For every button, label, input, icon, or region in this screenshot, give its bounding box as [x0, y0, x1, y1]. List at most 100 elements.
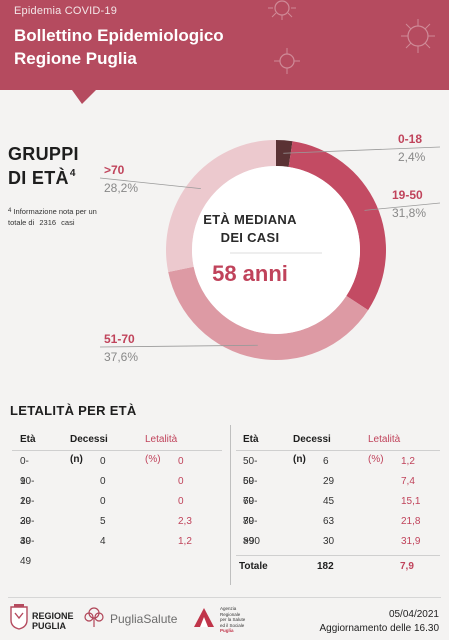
- header-deaths: Decessi (n): [70, 434, 108, 465]
- rate-cell: 0: [178, 456, 184, 467]
- lethality-title: LETALITÀ PER ETÀ: [10, 403, 137, 418]
- median-age-label-line1: ETÀ MEDIANA: [203, 212, 297, 227]
- deaths-cell: 4: [100, 536, 106, 547]
- leader-line-19-50: [364, 202, 441, 211]
- age-groups-title-line1: GRUPPI: [8, 144, 79, 164]
- ares-line1: Agenzia: [220, 606, 237, 611]
- segment-label-0-18: 0-18: [398, 132, 423, 146]
- rate-cell: 21,8: [401, 516, 421, 527]
- segment-label-19-50: 19-50: [392, 188, 423, 202]
- puglia-salute-a: Puglia: [110, 612, 144, 626]
- leader-line-0-18: [283, 146, 441, 154]
- deaths-cell: 30: [323, 536, 335, 547]
- age-cell: 70-79: [243, 496, 258, 527]
- segment-label-51-70: 51-70: [104, 332, 135, 346]
- donut-slice-over-70: [165, 140, 276, 272]
- total-rate: 7,9: [400, 561, 414, 572]
- ares-line3: per la Salute: [220, 617, 246, 622]
- header-deaths: Decessi (n): [293, 434, 331, 465]
- bulletin-title-line2: Regione Puglia: [14, 49, 137, 68]
- donut-slice-19-50: [288, 141, 386, 311]
- table-divider: [12, 450, 222, 451]
- age-groups-title-line2: DI ETÀ4: [8, 166, 79, 194]
- total-divider: [236, 555, 440, 556]
- table-vertical-divider: [230, 425, 231, 585]
- rate-cell: 1,2: [401, 456, 415, 467]
- ares-logo-icon: [194, 608, 214, 627]
- total-label: Totale: [239, 561, 268, 572]
- donut-center: [192, 166, 360, 334]
- age-cell: 20-29: [20, 496, 35, 527]
- footnote-total: 2316: [39, 218, 57, 227]
- ares-line5: Puglia: [220, 628, 234, 633]
- ares-line4: ed il Sociale: [220, 622, 245, 628]
- rate-cell: 7,4: [401, 476, 415, 487]
- header-banner: Epidemia COVID-19 Bollettino Epidemiolog…: [0, 0, 449, 120]
- deaths-cell: 0: [100, 476, 106, 487]
- table-divider: [236, 450, 440, 451]
- lethality-table-left: Età Decessi (n) Letalità (%) 0-9 0 0 10-19 0…: [20, 430, 220, 567]
- age-cell: 40-49: [20, 536, 35, 567]
- rate-cell: 31,9: [401, 536, 421, 547]
- regione-puglia-line2: PUGLIA: [32, 621, 67, 631]
- rate-cell: 15,1: [401, 496, 421, 507]
- age-groups-title-text: DI ETÀ: [8, 168, 69, 188]
- ares-line2: Regionale: [220, 611, 241, 617]
- header-rate: Letalità (%): [145, 434, 178, 465]
- segment-pct-0-18: 2,4%: [398, 150, 426, 164]
- rate-cell: 0: [178, 496, 184, 507]
- rate-cell: 2,3: [178, 516, 192, 527]
- puglia-salute-logo: PugliaSalute: [110, 612, 177, 626]
- age-cell: 0-9: [20, 456, 29, 487]
- segment-pct-over-70: 28,2%: [104, 181, 139, 195]
- rate-cell: 1,2: [178, 536, 192, 547]
- regione-puglia-crest-icon: [10, 604, 28, 630]
- total-deaths: 182: [317, 561, 334, 572]
- header-age: Età: [20, 434, 36, 445]
- footnote-text: Informazione nota per un totale di: [8, 207, 97, 227]
- segment-pct-19-50: 31,8%: [392, 206, 427, 220]
- age-cell: 30-39: [20, 516, 35, 547]
- median-age-label-line2: DEI CASI: [220, 230, 280, 245]
- footnote-number: 4: [8, 208, 12, 214]
- age-cell: 60-69: [243, 476, 258, 507]
- age-groups-title: GRUPPI DI ETÀ4: [8, 142, 79, 194]
- deaths-cell: 29: [323, 476, 335, 487]
- footnote-unit: casi: [61, 218, 75, 227]
- total-row: Totale 182 7,9: [239, 557, 443, 577]
- virus-icon: [274, 48, 300, 74]
- deaths-cell: 5: [100, 516, 106, 527]
- deaths-cell: 0: [100, 456, 106, 467]
- header-rate: Letalità (%): [368, 434, 401, 465]
- puglia-salute-tree-icon: [84, 607, 104, 627]
- donut-slice-51-70: [168, 266, 369, 360]
- virus-icon: [401, 19, 435, 53]
- footnote-marker: 4: [69, 168, 76, 179]
- leader-line-over-70: [99, 177, 201, 190]
- deaths-cell: 45: [323, 496, 335, 507]
- age-cell: 80-89: [243, 516, 258, 547]
- rate-cell: 0: [178, 476, 184, 487]
- footer-divider: [8, 597, 441, 598]
- virus-icon: [268, 0, 296, 20]
- median-age-value: 58 anni: [212, 261, 288, 286]
- update-time: Aggiornamento delle 16.30: [319, 623, 439, 634]
- banner-shape: [0, 0, 449, 104]
- regione-puglia-line1: REGIONE: [32, 611, 74, 621]
- lethality-table-right: Età Decessi (n) Letalità (%) 50-59 6 1,2 60…: [243, 430, 443, 580]
- age-cell: 10-19: [20, 476, 35, 507]
- bulletin-date: 05/04/2021: [388, 609, 439, 620]
- age-groups-donut-chart: [99, 140, 441, 360]
- bulletin-title: Bollettino Epidemiologico Regione Puglia: [14, 24, 314, 70]
- segment-label-over-70: >70: [104, 163, 125, 177]
- leader-line-51-70: [99, 344, 258, 348]
- deaths-cell: 6: [323, 456, 329, 467]
- age-cell: 50-59: [243, 456, 258, 487]
- deaths-cell: 0: [100, 496, 106, 507]
- regione-puglia-logo: REGIONE PUGLIA: [32, 611, 74, 631]
- bulletin-title-line1: Bollettino Epidemiologico: [14, 26, 224, 45]
- ares-logo-text: Agenzia Regionale per la Salute ed il So…: [220, 606, 268, 634]
- age-cell: >90: [243, 536, 260, 547]
- deaths-cell: 63: [323, 516, 335, 527]
- bulletin-kicker: Epidemia COVID-19: [14, 5, 118, 17]
